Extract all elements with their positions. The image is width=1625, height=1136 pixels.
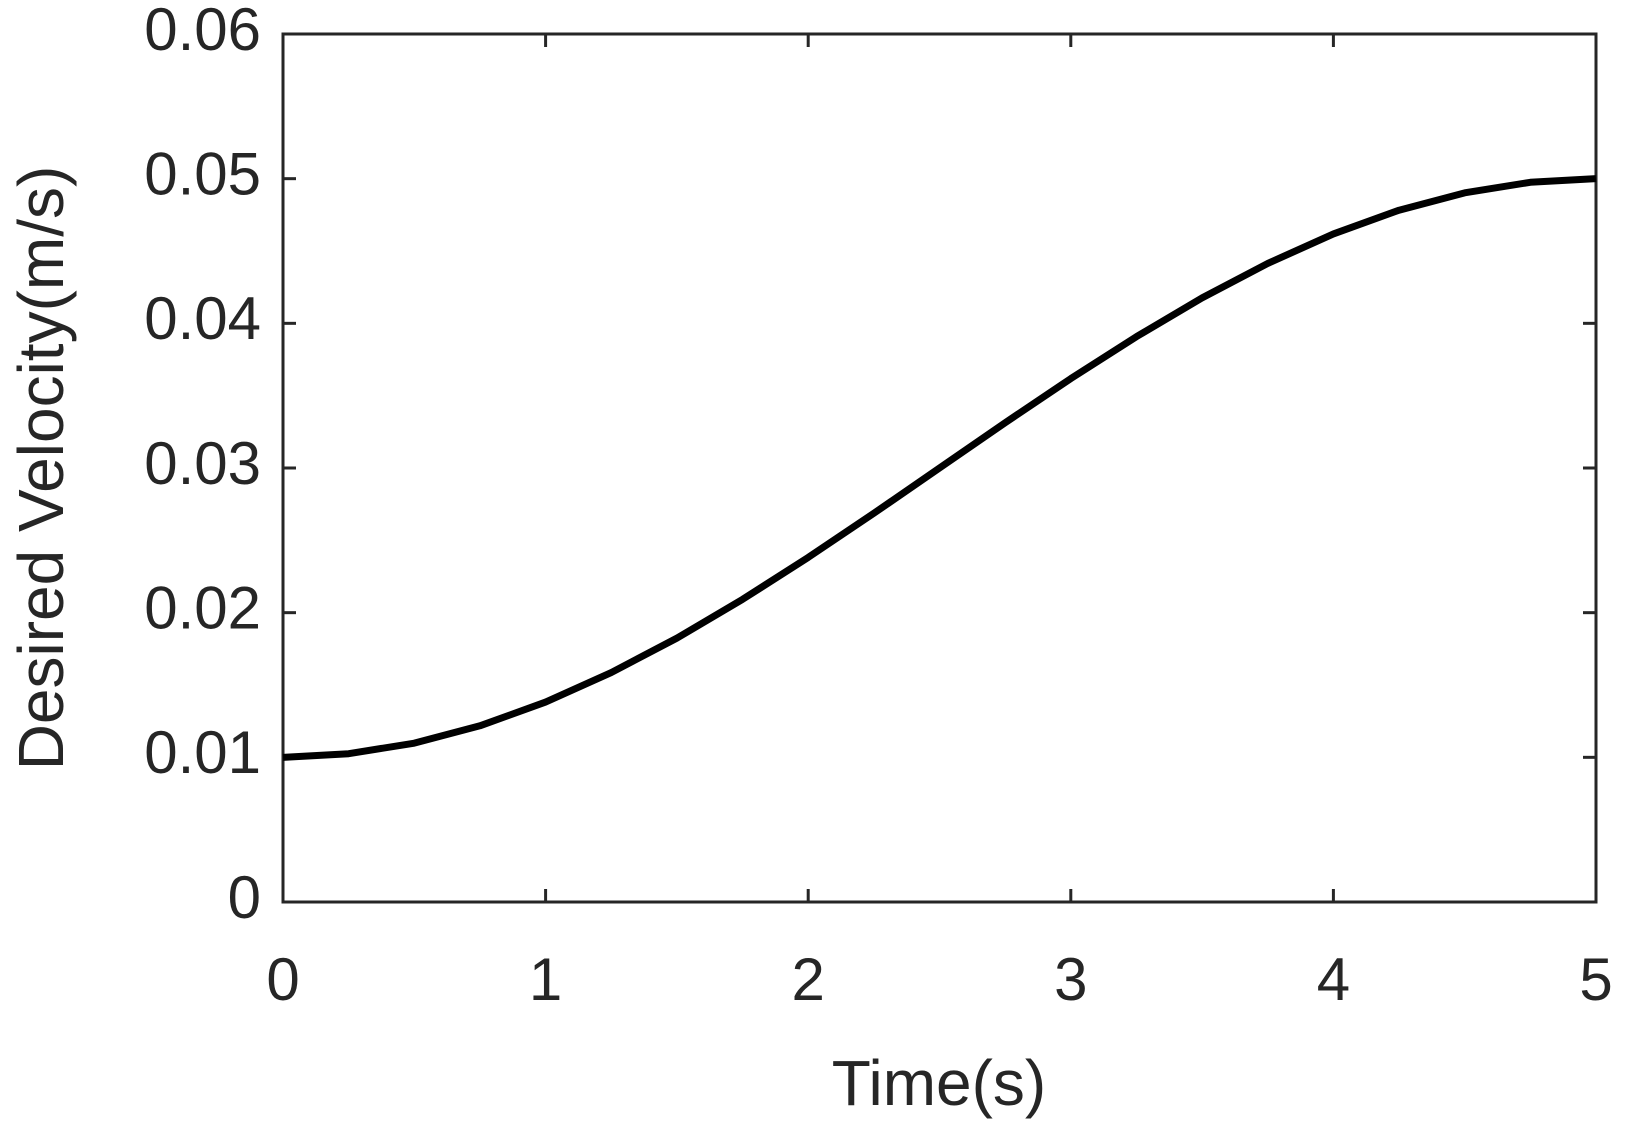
data-line xyxy=(282,175,1597,761)
y-tick-label: 0.06 xyxy=(144,0,261,63)
x-tick-label: 2 xyxy=(792,946,825,1013)
y-tick-label: 0.03 xyxy=(144,430,261,497)
x-tick-label: 5 xyxy=(1579,946,1612,1013)
x-tick-label: 0 xyxy=(266,946,299,1013)
x-axis-label: Time(s) xyxy=(832,1047,1046,1119)
x-tick-label: 1 xyxy=(529,946,562,1013)
y-tick-label: 0.05 xyxy=(144,141,261,208)
y-tick-label: 0.01 xyxy=(144,719,261,786)
x-tick-label: 3 xyxy=(1054,946,1087,1013)
y-tick-label: 0.04 xyxy=(144,285,261,352)
y-axis-label: Desired Velocity(m/s) xyxy=(5,166,77,771)
y-tick-label: 0 xyxy=(228,864,261,931)
x-tick-label: 4 xyxy=(1317,946,1350,1013)
y-tick-label: 0.02 xyxy=(144,575,261,642)
